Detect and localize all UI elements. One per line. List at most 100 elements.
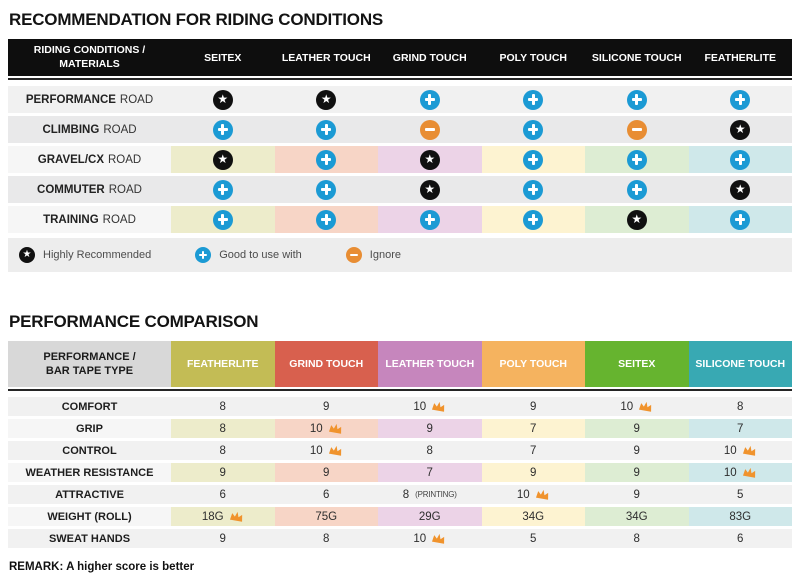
minus-icon [345, 247, 362, 263]
score-cell: 75G [274, 507, 378, 526]
score-cell: 6 [274, 485, 378, 504]
corner-header-line2: MATERIALS [59, 57, 120, 70]
plus-icon [316, 119, 337, 140]
plus-icon [523, 89, 544, 110]
table-row-grip: GRIP 8 10 9 7 9 7 [8, 419, 792, 438]
score-cell: 9 [171, 529, 275, 548]
legend-item-plus: Good to use with [195, 247, 302, 263]
row-label: COMFORT [8, 397, 171, 416]
table-row-training: TRAINING ROAD ★ [8, 206, 792, 233]
performance-comparison-table: PERFORMANCE / BAR TAPE TYPE FEATHERLITE G… [8, 341, 792, 548]
crown-icon [741, 443, 758, 459]
plus-icon [730, 149, 751, 170]
riding-conditions-table-header: RIDING CONDITIONS / MATERIALS SEITEX LEAT… [8, 39, 792, 76]
rating-cell [274, 176, 378, 203]
score-value: 9 [323, 400, 330, 413]
score-value: 10 [413, 400, 427, 413]
score-value: 34G [625, 510, 648, 523]
score-cell: 8 [171, 441, 275, 460]
score-cell: 83G [688, 507, 792, 526]
rating-cell: ★ [378, 176, 482, 203]
rating-cell [585, 176, 689, 203]
rating-cell [585, 116, 689, 143]
score-cell: 5 [688, 485, 792, 504]
table-row-commuter: COMMUTER ROAD ★ ★ [8, 176, 792, 203]
column-header-featherlite: FEATHERLITE [171, 341, 275, 387]
corner-header: PERFORMANCE / BAR TAPE TYPE [8, 341, 171, 387]
row-label-rest: ROAD [119, 93, 154, 106]
table-row-performance: PERFORMANCE ROAD ★ ★ [8, 86, 792, 113]
table-row-sweat-hands: SWEAT HANDS 9 8 10 5 8 6 [8, 529, 792, 548]
riding-conditions-title: RECOMMENDATION FOR RIDING CONDITIONS [9, 10, 384, 29]
plus-icon [212, 119, 233, 140]
score-value: 7 [530, 444, 537, 457]
plus-icon [730, 209, 751, 230]
score-value: 6 [219, 488, 226, 501]
corner-header-line1: RIDING CONDITIONS / [33, 43, 146, 56]
score-cell: 7 [481, 419, 585, 438]
score-cell: 9 [481, 463, 585, 482]
row-label-rest: ROAD [103, 123, 137, 136]
score-cell: 34G [585, 507, 689, 526]
score-cell: 10 [378, 397, 482, 416]
rating-cell [171, 116, 275, 143]
score-cell: 8 [171, 397, 275, 416]
column-header-leather-touch: LEATHER TOUCH [281, 51, 371, 64]
score-cell: 8 [274, 529, 378, 548]
score-cell: 8 (PRINTING) [378, 485, 482, 504]
score-value: 29G [418, 510, 441, 523]
score-value: 6 [737, 532, 744, 545]
rating-cell [481, 86, 585, 113]
column-header-grind-touch: GRIND TOUCH [392, 51, 467, 64]
score-cell: 9 [585, 419, 689, 438]
score-value: 9 [633, 466, 640, 479]
crown-icon [430, 399, 447, 415]
plus-icon [523, 119, 544, 140]
performance-comparison-rows: COMFORT 8 9 10 9 10 8 GRIP 8 10 9 7 9 7 CONTROL 8 10 8 7 9 1… [8, 397, 792, 548]
score-value: 9 [219, 532, 226, 545]
rating-cell [688, 86, 792, 113]
crown-icon [327, 421, 344, 437]
score-cell: 10 [274, 441, 378, 460]
row-label-bold: PERFORMANCE [25, 93, 116, 106]
legend-item-minus: Ignore [345, 247, 401, 263]
row-label: WEIGHT (ROLL) [8, 507, 171, 526]
plus-icon [626, 149, 647, 170]
score-cell: 8 [378, 441, 482, 460]
star-icon: ★ [730, 119, 751, 140]
row-label-bold: GRAVEL/CX [37, 153, 104, 166]
score-value: 10 [723, 444, 737, 457]
corner-header: RIDING CONDITIONS / MATERIALS [8, 39, 171, 76]
column-header-silicone-touch: SILICONE TOUCH [591, 51, 682, 64]
score-cell: 8 [585, 529, 689, 548]
legend-label: Ignore [369, 249, 401, 261]
score-value: 10 [309, 422, 323, 435]
table-row-weight-roll: WEIGHT (ROLL) 18G 75G 29G 34G 34G 83G [8, 507, 792, 526]
row-label: COMMUTER ROAD [8, 176, 171, 203]
star-icon: ★ [316, 89, 337, 110]
performance-comparison-table-header: PERFORMANCE / BAR TAPE TYPE FEATHERLITE G… [8, 341, 792, 387]
riding-conditions-table: RIDING CONDITIONS / MATERIALS SEITEX LEAT… [8, 39, 792, 233]
plus-icon [523, 179, 544, 200]
table-row-weather-resistance: WEATHER RESISTANCE 9 9 7 9 9 10 [8, 463, 792, 482]
score-value: 9 [633, 444, 640, 457]
score-value: 10 [516, 488, 530, 501]
score-value: 18G [201, 510, 224, 523]
star-icon: ★ [419, 179, 440, 200]
score-cell: 10 [481, 485, 585, 504]
row-label-rest: ROAD [108, 153, 142, 166]
rating-cell [585, 86, 689, 113]
row-label: WEATHER RESISTANCE [8, 463, 171, 482]
score-cell: 7 [688, 419, 792, 438]
row-label: TRAINING ROAD [8, 206, 171, 233]
score-value: 6 [323, 488, 330, 501]
star-icon: ★ [212, 149, 233, 170]
legend: ★ Highly Recommended Good to use with Ignor… [8, 238, 792, 272]
score-cell: 10 [688, 441, 792, 460]
column-header-poly-touch: POLY TOUCH [481, 341, 585, 387]
score-cell: 7 [378, 463, 482, 482]
rating-cell [688, 206, 792, 233]
score-value: 9 [219, 466, 226, 479]
rating-cell [481, 146, 585, 173]
plus-icon [419, 89, 440, 110]
